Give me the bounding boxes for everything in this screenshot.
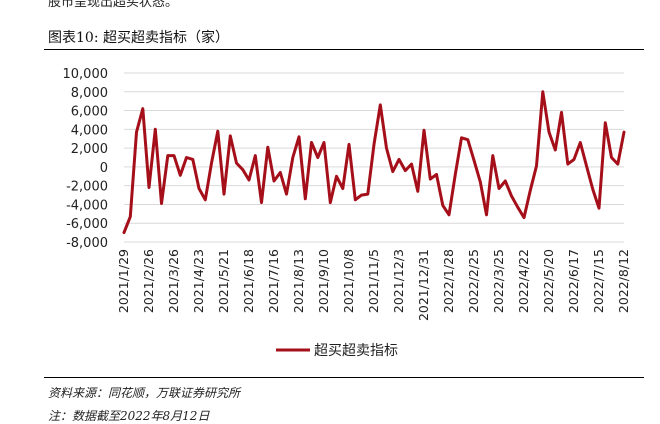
data-date-note: 注：数据截至2022年8月12日 — [48, 407, 209, 424]
legend: 超买超卖指标 — [276, 343, 398, 359]
x-tick-label: 2022/2/25 — [466, 249, 481, 313]
x-tick-label: 2021/12/31 — [416, 249, 431, 321]
x-tick-label: 2022/7/15 — [591, 249, 606, 313]
x-tick-label: 2022/6/17 — [566, 249, 581, 313]
series-line — [124, 92, 624, 233]
grid-layer — [124, 73, 624, 242]
x-tick-label: 2021/9/10 — [316, 249, 331, 313]
series-layer — [124, 92, 624, 233]
x-tick-label: 2021/7/16 — [266, 249, 281, 313]
x-tick-label: 2021/1/29 — [116, 249, 131, 313]
y-tick-label: 4,000 — [71, 123, 108, 138]
y-tick-label: 2,000 — [71, 142, 108, 157]
footer-rule — [44, 377, 644, 378]
x-tick-label: 2021/10/8 — [341, 249, 356, 313]
x-tick-label: 2022/1/28 — [441, 249, 456, 313]
y-tick-label: -2,000 — [66, 180, 108, 195]
x-tick-label: 2021/6/18 — [241, 249, 256, 313]
x-tick-label: 2021/5/21 — [216, 249, 231, 313]
y-tick-label: 10,000 — [63, 67, 109, 82]
x-tick-label: 2022/8/12 — [616, 249, 631, 313]
source-note: 资料来源：同花顺，万联证券研究所 — [48, 384, 240, 401]
y-tick-label: -6,000 — [66, 217, 108, 232]
y-tick-label: 8,000 — [71, 86, 108, 101]
y-tick-label: 0 — [100, 161, 108, 176]
legend-label: 超买超卖指标 — [314, 343, 398, 359]
x-tick-label: 2021/12/3 — [391, 249, 406, 313]
x-tick-label: 2021/3/26 — [166, 249, 181, 313]
x-tick-label: 2021/8/13 — [291, 249, 306, 313]
x-tick-label: 2022/3/25 — [491, 249, 506, 313]
y-tick-label: -8,000 — [66, 236, 108, 251]
y-tick-label: 6,000 — [71, 105, 108, 120]
x-tick-label: 2022/4/22 — [516, 249, 531, 313]
x-tick-label: 2022/5/20 — [541, 249, 556, 313]
y-tick-label: -4,000 — [66, 198, 108, 213]
x-tick-label: 2021/2/26 — [141, 249, 156, 313]
x-tick-label: 2021/4/23 — [191, 249, 206, 313]
x-tick-label: 2021/11/5 — [366, 249, 381, 313]
